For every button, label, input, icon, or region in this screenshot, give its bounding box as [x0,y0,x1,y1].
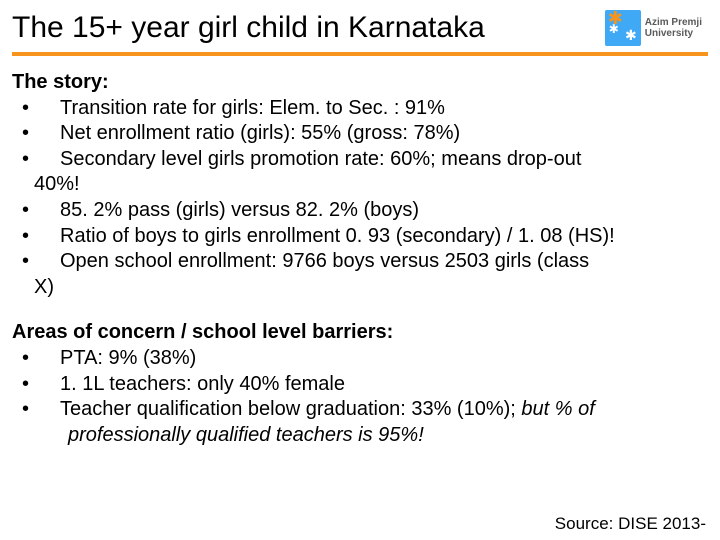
bullet-icon: • [12,96,60,122]
logo-icon: ✱ [605,10,641,46]
bullet-item: • Transition rate for girls: Elem. to Se… [12,96,708,122]
bullet-text: 1. 1L teachers: only 40% female [60,372,708,398]
logo: ✱ Azim Premji University [605,10,702,46]
logo-text: Azim Premji University [645,17,702,39]
source-label: Source: DISE 2013- [555,514,706,534]
bullet-icon: • [12,346,60,372]
bullet-continuation: 40%! [12,172,708,198]
content: The story: • Transition rate for girls: … [0,56,720,448]
bullet-text-plain: Teacher qualification below graduation: … [60,398,521,420]
bullet-item: • Net enrollment ratio (girls): 55% (gro… [12,121,708,147]
logo-line2: University [645,28,702,39]
title-row: The 15+ year girl child in Karnataka ✱ A… [0,0,720,48]
bullet-continuation-italic: professionally qualified teachers is 95%… [60,423,708,449]
bullet-icon: • [12,147,60,173]
bullet-text: Open school enrollment: 9766 boys versus… [60,249,708,275]
bullet-icon: • [12,249,60,275]
bullet-icon: • [12,198,60,224]
bullet-continuation: X) [12,275,708,301]
bullet-icon: • [12,372,60,398]
slide-title: The 15+ year girl child in Karnataka [12,11,605,45]
bullet-text: Teacher qualification below graduation: … [60,397,708,423]
bullet-text: Secondary level girls promotion rate: 60… [60,147,708,173]
concern-heading: Areas of concern / school level barriers… [12,320,708,346]
bullet-item: • Secondary level girls promotion rate: … [12,147,708,173]
logo-line1: Azim Premji [645,17,702,28]
bullet-text: Net enrollment ratio (girls): 55% (gross… [60,121,708,147]
bullet-item: • PTA: 9% (38%) [12,346,708,372]
bullet-item: • Open school enrollment: 9766 boys vers… [12,249,708,275]
bullet-text: Ratio of boys to girls enrollment 0. 93 … [60,224,708,250]
bullet-icon: • [12,224,60,250]
bullet-icon: • [12,121,60,147]
bullet-text: PTA: 9% (38%) [60,346,708,372]
bullet-text-italic: but % of [521,398,594,420]
bullet-item: • 1. 1L teachers: only 40% female [12,372,708,398]
bullet-text: Transition rate for girls: Elem. to Sec.… [60,96,708,122]
bullet-item: • 85. 2% pass (girls) versus 82. 2% (boy… [12,198,708,224]
bullet-icon: • [12,397,60,423]
bullet-item: • Teacher qualification below graduation… [12,397,708,423]
bullet-text: 85. 2% pass (girls) versus 82. 2% (boys) [60,198,708,224]
bullet-continuation: professionally qualified teachers is 95%… [12,423,708,449]
bullet-item: • Ratio of boys to girls enrollment 0. 9… [12,224,708,250]
story-heading: The story: [12,70,708,96]
